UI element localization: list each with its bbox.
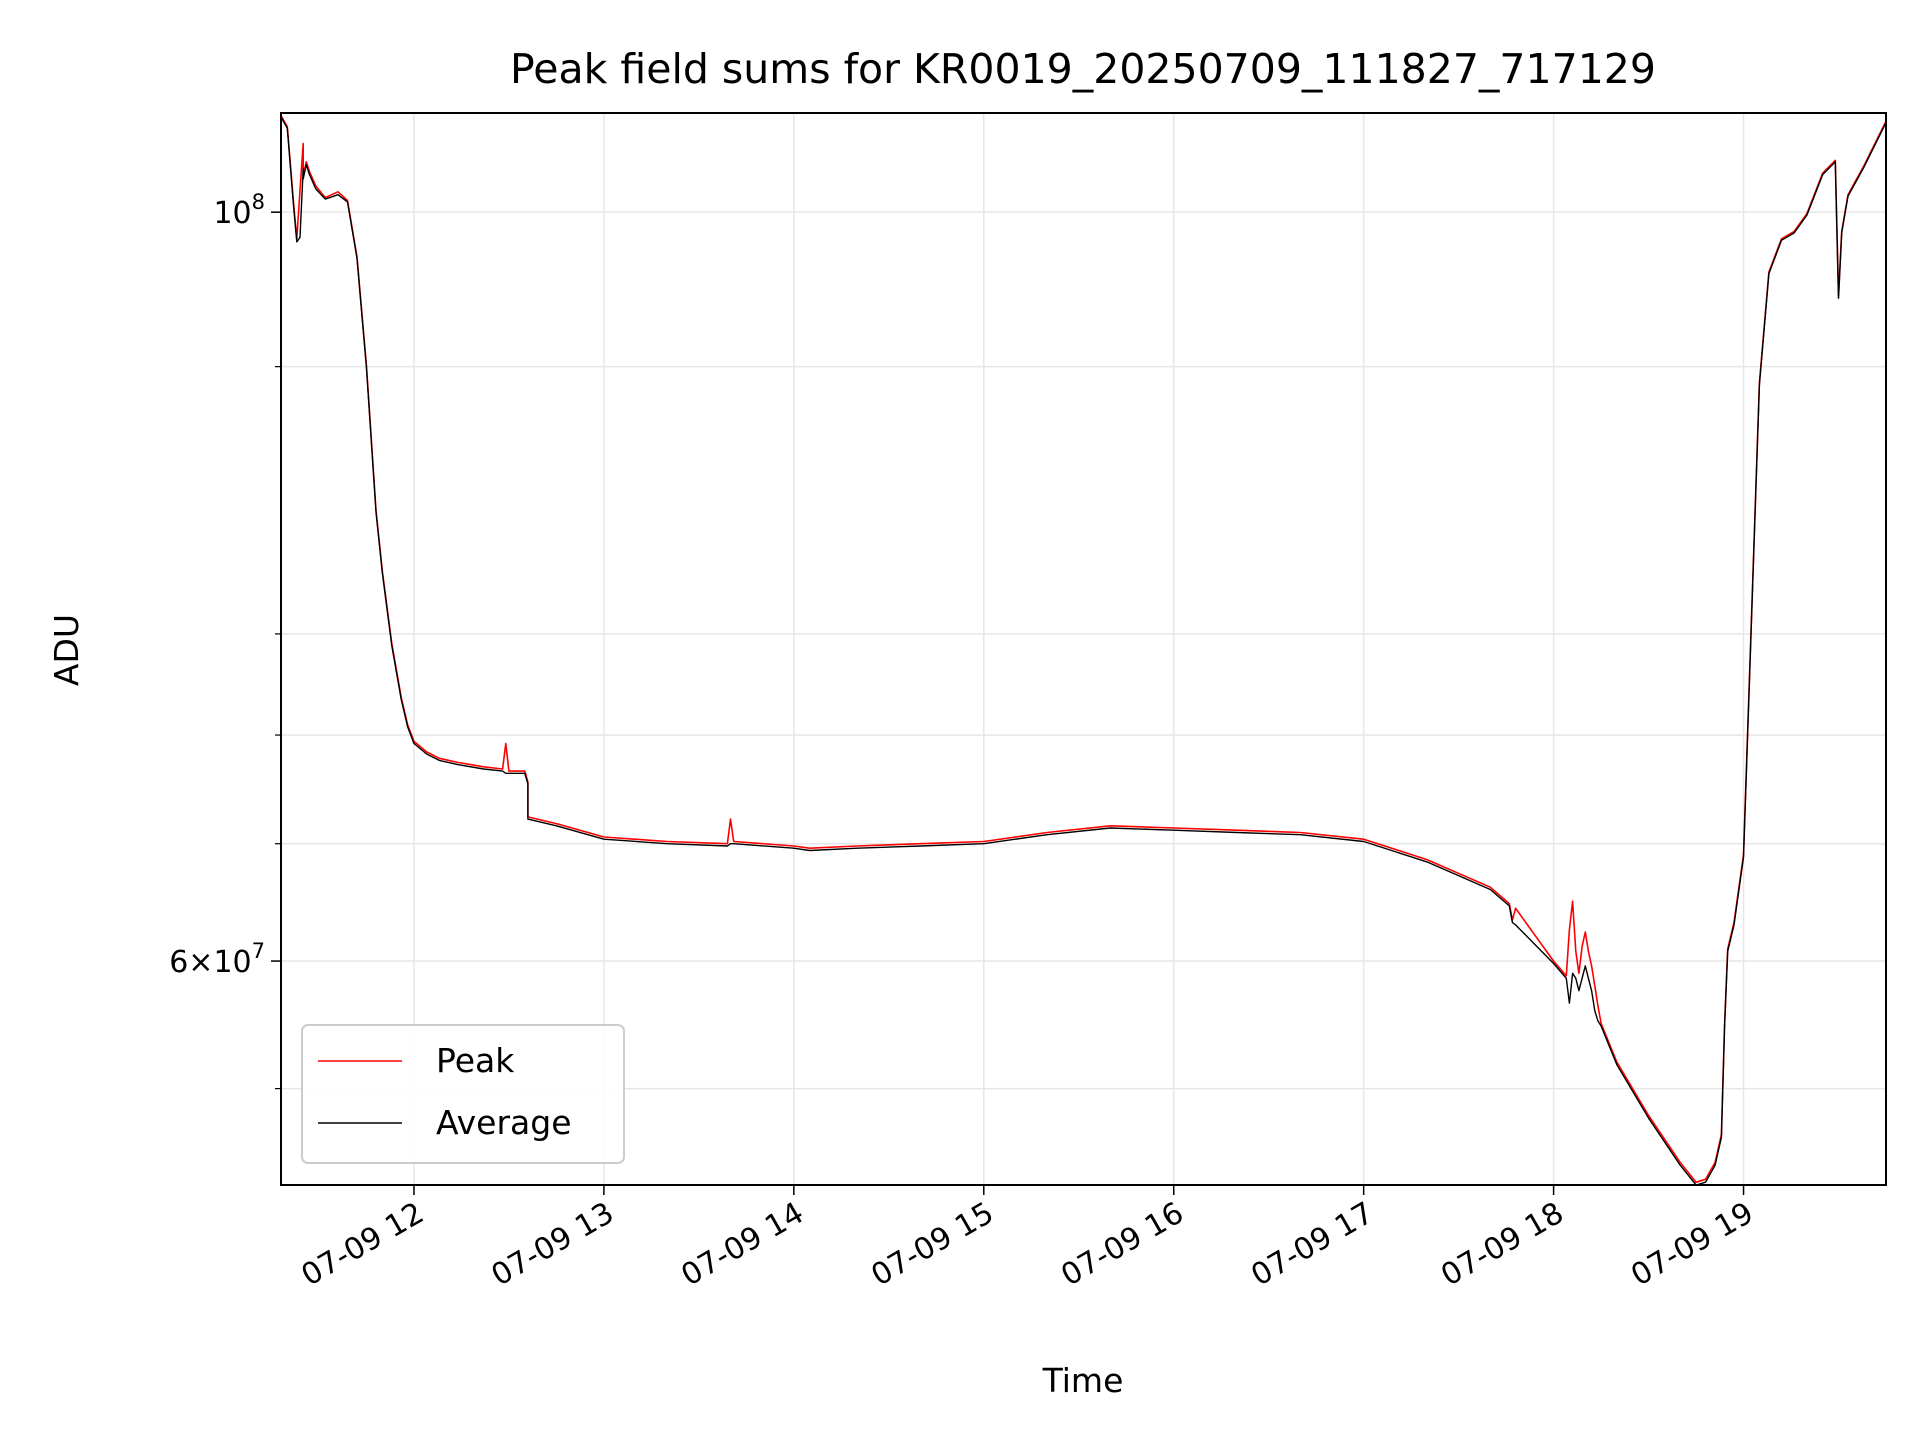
y-tick-label: 108 (213, 190, 265, 231)
y-tick-label: 6×107 (169, 939, 265, 980)
series-layer (280, 115, 1887, 1186)
plot-frame (280, 112, 1887, 1186)
legend: Peak Average (301, 1024, 625, 1164)
series-line-average (280, 116, 1887, 1186)
legend-label-average: Average (436, 1103, 572, 1142)
y-axis-title: ADU (47, 614, 86, 686)
x-axis-title: Time (1042, 1361, 1124, 1400)
chart-title: Peak field sums for KR0019_20250709_1118… (510, 45, 1656, 93)
legend-label-peak: Peak (436, 1041, 515, 1080)
legend-box (301, 1024, 625, 1164)
y-axis: 6×107 108 (169, 190, 281, 1090)
